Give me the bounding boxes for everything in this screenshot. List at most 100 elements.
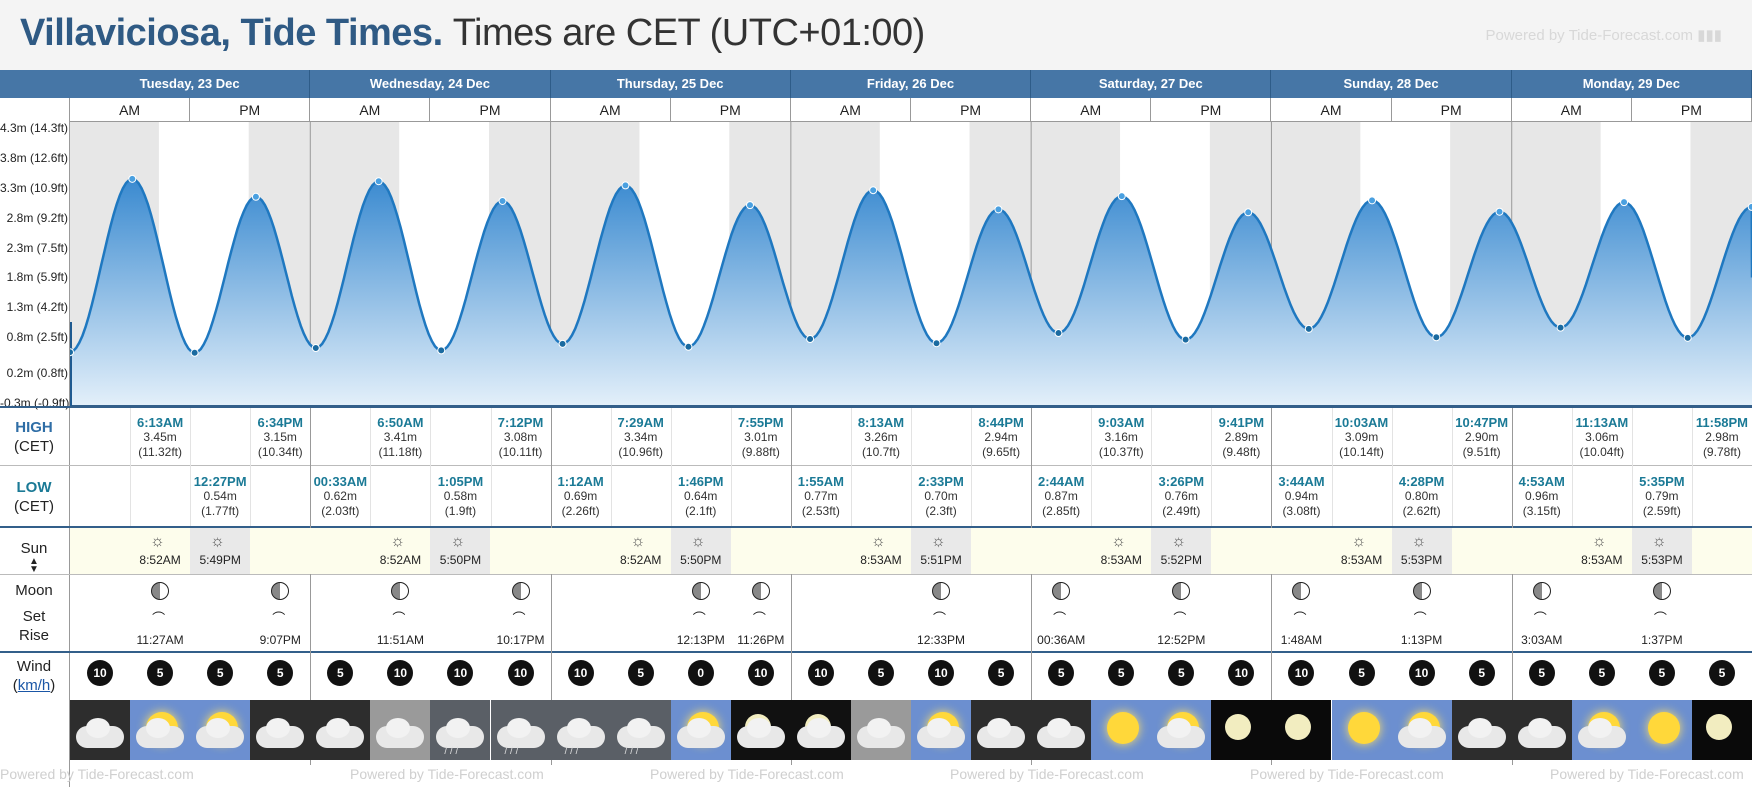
moonset-time: 9:07PM [259, 633, 301, 647]
sunset-time: 5:50PM [680, 553, 722, 567]
slot-divider [610, 408, 612, 526]
low-tide-point [437, 346, 446, 355]
tide-height-ft: (9.48ft) [1222, 445, 1261, 459]
wind-indicator: 10 [747, 660, 774, 686]
row-divider [0, 651, 1752, 653]
weather-cloud-icon [250, 700, 311, 760]
tide-height-ft: (11.32ft) [138, 445, 182, 459]
tide-height-m: 0.87m [1044, 489, 1078, 503]
tide-height-ft: (9.51ft) [1462, 445, 1501, 459]
weather-sun-icon [1631, 700, 1692, 760]
tide-height-ft: (2.3ft) [925, 504, 957, 518]
high-tide-cell: 6:13AM 3.45m (11.32ft) [130, 415, 190, 460]
tide-height-ft: (1.77ft) [201, 504, 240, 518]
moon-phase-icon [691, 582, 710, 600]
timezone-text: Times are CET (UTC+01:00) [452, 12, 926, 54]
wind-indicator: 5 [1168, 660, 1195, 686]
moonset-time: 1:48AM [1280, 633, 1323, 647]
wind-indicator: 10 [387, 660, 414, 686]
powered-by-footer: Powered by Tide-Forecast.com [350, 766, 544, 782]
moon-phase-icon [751, 582, 770, 600]
sunset-time: 5:53PM [1641, 553, 1683, 567]
tide-height-ft: (9.78ft) [1702, 445, 1741, 459]
row-divider [0, 406, 1752, 408]
slot-divider [971, 408, 973, 526]
sunrise-time: 8:52AM [139, 553, 181, 567]
low-tide-point [1683, 333, 1692, 342]
tide-time: 2:33PM [918, 474, 964, 489]
y-axis-tick-label: 1.3m (4.2ft) [6, 300, 68, 315]
weather-sun-icon [1331, 700, 1392, 760]
tide-height-m: 0.58m [443, 489, 478, 503]
wind-unit-link[interactable]: km/h [17, 677, 51, 694]
low-tide-cell: 5:35PM 0.79m (2.59ft) [1632, 474, 1692, 519]
moon-phase-icon [271, 582, 290, 600]
high-tide-point [251, 192, 260, 201]
moonset-time: 10:17PM [496, 633, 545, 647]
day-divider [1511, 408, 1513, 765]
weather-rain-icon: / / / [490, 700, 551, 760]
tide-height-m: 0.77m [804, 489, 838, 503]
slot-divider [670, 408, 672, 526]
sunrise-icon: ☼ [1351, 533, 1367, 550]
moon-phase-icon [391, 582, 410, 600]
day-header: Saturday, 27 Dec [1031, 70, 1272, 98]
high-tide-cell: 7:12PM 3.08m (10.11ft) [491, 415, 551, 460]
sun-label: Sun ▲ ▼ [0, 539, 68, 575]
slot-divider [1091, 408, 1093, 526]
low-tide-cell: 4:53AM 0.96m (3.15ft) [1512, 474, 1572, 519]
am-label: AM [1271, 98, 1392, 122]
y-axis-tick-label: 0.8m (2.5ft) [6, 330, 68, 345]
powered-by-link[interactable]: Powered by Tide-Forecast.com ▮▮▮ [1485, 27, 1722, 44]
sort-arrows-icon[interactable]: ▲ ▼ [29, 556, 39, 575]
slot-divider [1631, 408, 1633, 526]
day-header: Thursday, 25 Dec [550, 70, 791, 98]
tide-height-m: 0.76m [1164, 489, 1198, 503]
moon-phase-icon [932, 582, 951, 600]
wind-indicator: 5 [267, 660, 294, 686]
high-tide-cell: 10:47PM 2.90m (9.51ft) [1452, 415, 1512, 460]
slot-divider [190, 408, 192, 526]
day-divider [790, 408, 792, 765]
tide-height-m: 0.94m [1284, 489, 1319, 503]
tide-time: 1:46PM [677, 474, 724, 489]
slot-divider [130, 408, 132, 526]
tide-height-m: 3.45m [143, 430, 177, 444]
sunrise-time: 8:52AM [619, 553, 662, 567]
wind-indicator: 5 [1108, 660, 1135, 686]
high-tide-cell: 7:55PM 3.01m (9.88ft) [731, 415, 791, 460]
tide-chart [66, 122, 1752, 407]
low-tide-point [932, 339, 941, 348]
sunset-icon: ☼ [450, 533, 466, 550]
tide-height-ft: (11.18ft) [378, 445, 423, 459]
moonset-icon: ⌒ [752, 611, 766, 626]
slot-divider [370, 408, 372, 526]
sun-label-text: Sun [20, 540, 48, 557]
y-axis-tick-label: 2.3m (7.5ft) [6, 240, 68, 255]
low-tide-cell: 1:46PM 0.64m (2.1ft) [671, 474, 731, 519]
moonrise-time: 12:13PM [676, 633, 725, 647]
tide-time: 8:13AM [857, 415, 905, 430]
tide-height-m: 2.89m [1224, 430, 1259, 444]
tide-height-m: 3.09m [1344, 430, 1379, 444]
powered-by-footer: Powered by Tide-Forecast.com [950, 766, 1144, 782]
sunset-shade [1631, 528, 1692, 574]
high-label-text: HIGH [15, 419, 53, 436]
moon-phase-icon [1652, 582, 1671, 600]
low-tide-point [311, 344, 320, 353]
tide-height-m: 0.70m [924, 489, 958, 503]
moonset-time: 11:26PM [737, 633, 785, 647]
weather-sun-cloud-icon [130, 700, 191, 760]
weather-overcast-icon [370, 700, 431, 760]
powered-by-text: Powered by Tide-Forecast.com [1485, 27, 1694, 44]
moonrise-icon: ⌒ [1653, 611, 1667, 626]
tide-height-m: 3.01m [744, 430, 778, 444]
y-axis-tick-label: 1.8m (5.9ft) [6, 270, 68, 285]
low-tide-point [1432, 333, 1441, 342]
high-tide-cell: 8:44PM 2.94m (9.65ft) [971, 415, 1031, 460]
tide-height-m: 0.69m [563, 489, 598, 503]
low-tide-cell: 00:33AM 0.62m (2.03ft) [310, 474, 370, 519]
low-tide-point [558, 339, 567, 348]
high-tide-cell: 8:13AM 3.26m (10.7ft) [851, 415, 911, 460]
wind-indicator: 5 [988, 660, 1015, 686]
